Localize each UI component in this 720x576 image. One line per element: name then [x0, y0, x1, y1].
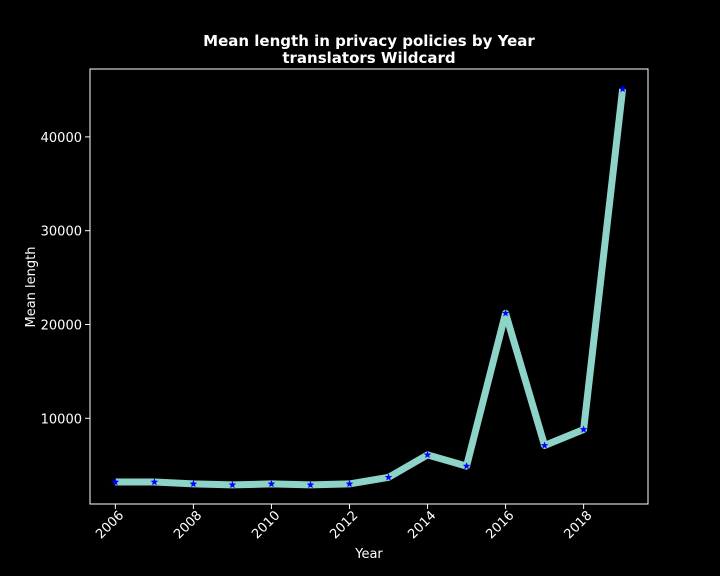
chart-title-line2: translators Wildcard	[282, 49, 455, 67]
data-point-marker	[423, 450, 432, 459]
y-axis-label: Mean length	[24, 247, 39, 328]
series-layer	[111, 85, 627, 489]
y-tick-label: 20000	[41, 318, 82, 333]
data-point-marker	[384, 473, 393, 481]
x-tick-label: 2014	[405, 508, 439, 542]
y-tick-label: 10000	[41, 412, 82, 427]
data-point-marker	[618, 85, 627, 93]
data-point-marker	[306, 480, 315, 489]
x-axis-ticks: 2006 2008 2010 2012 2014 2016 2018	[93, 504, 595, 542]
data-point-marker	[228, 480, 237, 489]
x-tick-label: 2006	[93, 508, 127, 542]
plot-area-frame	[89, 68, 649, 505]
x-tick-label: 2008	[171, 508, 205, 542]
data-point-marker	[462, 462, 471, 470]
series-line	[115, 88, 627, 489]
y-tick-label: 30000	[41, 225, 82, 240]
data-point-marker	[150, 478, 159, 486]
y-axis-ticks: 10000 20000 30000 40000	[41, 131, 90, 427]
data-point-marker	[111, 478, 120, 486]
data-point-marker	[501, 309, 510, 317]
data-point-marker	[189, 479, 198, 488]
x-axis-label: Year	[354, 547, 383, 562]
data-point-marker	[345, 479, 354, 488]
x-tick-label: 2016	[483, 508, 517, 542]
x-tick-label: 2012	[327, 508, 361, 542]
x-tick-label: 2018	[561, 508, 595, 542]
chart-title-line1: Mean length in privacy policies by Year	[203, 32, 535, 50]
y-tick-label: 40000	[41, 131, 82, 146]
data-point-marker	[540, 441, 549, 449]
data-point-marker	[267, 479, 276, 488]
x-tick-label: 2010	[249, 508, 283, 542]
data-point-marker	[579, 425, 588, 433]
